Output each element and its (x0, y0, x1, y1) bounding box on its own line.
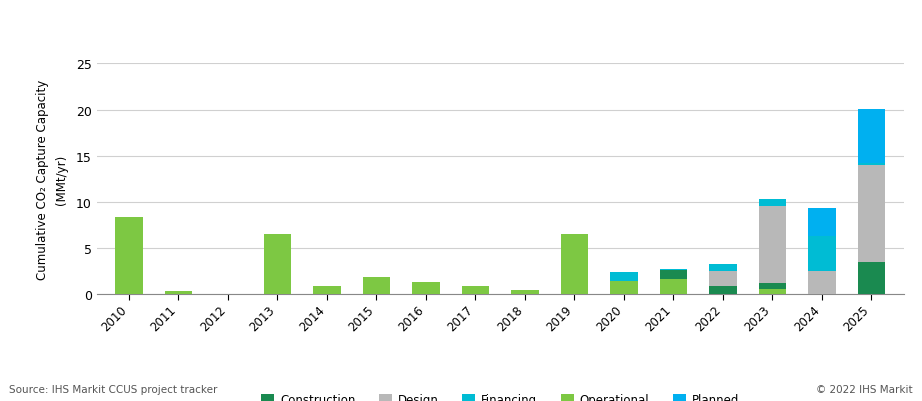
Bar (512, 290, 538, 295)
Bar (115, 217, 143, 295)
Text: CO: CO (12, 18, 39, 36)
Bar (857, 262, 885, 295)
Bar (363, 277, 390, 295)
Bar (165, 292, 192, 295)
Bar (610, 281, 637, 295)
Bar (660, 271, 687, 279)
Bar (759, 289, 786, 295)
Bar (709, 264, 737, 272)
Y-axis label: Cumulative CO₂ Capture Capacity
(MMt/yr): Cumulative CO₂ Capture Capacity (MMt/yr) (36, 79, 67, 279)
Bar (264, 235, 291, 295)
Bar (313, 286, 340, 295)
Bar (809, 237, 835, 272)
Bar (759, 284, 786, 289)
Text: © 2022 IHS Markit: © 2022 IHS Markit (816, 384, 913, 394)
Bar (561, 235, 588, 295)
Text: capture capacity additions: capture capacity additions (43, 18, 299, 36)
Bar (610, 273, 637, 281)
Bar (759, 206, 786, 284)
Bar (809, 209, 835, 237)
Legend: Construction, Design, Financing, Operational, Planned: Construction, Design, Financing, Operati… (256, 388, 744, 401)
Bar (660, 279, 687, 295)
Bar (660, 269, 687, 271)
Bar (462, 286, 489, 295)
Bar (857, 166, 885, 262)
Bar (857, 164, 885, 166)
Text: 2: 2 (35, 28, 43, 41)
Bar (412, 282, 440, 295)
Bar (709, 272, 737, 286)
Text: Source: IHS Markit CCUS project tracker: Source: IHS Markit CCUS project tracker (9, 384, 218, 394)
Bar (709, 286, 737, 295)
Bar (857, 109, 885, 164)
Bar (759, 200, 786, 206)
Bar (809, 272, 835, 295)
